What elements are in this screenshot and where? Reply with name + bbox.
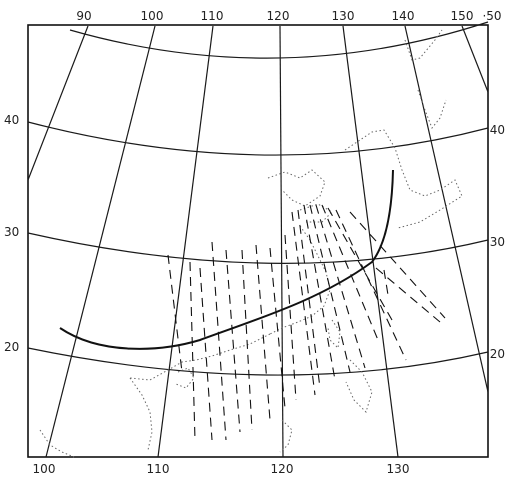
transect <box>383 269 389 296</box>
transects <box>167 204 446 441</box>
meridian-140 <box>404 25 489 393</box>
bottom-lon-label: 120 <box>271 462 294 476</box>
meridian-100 <box>45 25 156 458</box>
transect <box>225 249 241 433</box>
coast-china-south <box>129 333 271 381</box>
top-lon-label: 110 <box>201 9 224 23</box>
transect <box>199 267 213 441</box>
coast-sakhalin <box>417 89 447 129</box>
meridian-90 <box>27 25 89 181</box>
coastline <box>39 29 463 458</box>
transect <box>241 249 253 431</box>
top-lon-label: 120 <box>267 9 290 23</box>
top-lon-label: 100 <box>141 9 164 23</box>
coast-bohai <box>267 169 326 207</box>
transect <box>315 204 366 369</box>
right-lat-label: 30 <box>490 235 505 249</box>
bottom-lon-label: 100 <box>33 462 56 476</box>
latitude-line-30 <box>27 232 489 264</box>
left-lat-label: 30 <box>4 225 19 239</box>
meridian-110 <box>157 25 214 458</box>
latitude-line-20 <box>27 347 489 376</box>
top-lon-label: 140 <box>392 9 415 23</box>
meridian-150 <box>461 25 489 93</box>
transect <box>335 209 407 361</box>
left-lat-label: 20 <box>4 340 19 354</box>
right-lat-label: 40 <box>490 123 505 137</box>
transect <box>291 211 316 396</box>
coast-philippines <box>345 359 373 413</box>
transect <box>167 254 183 373</box>
top-lon-label: 90 <box>76 9 91 23</box>
top-right-label: ·50 <box>482 9 501 23</box>
map-frame <box>27 24 489 458</box>
top-lon-label: 130 <box>332 9 355 23</box>
track-line <box>59 169 394 350</box>
transect <box>309 204 351 373</box>
right-lat-label: 20 <box>490 347 505 361</box>
labels: 90 100 110 120 130 140 150 ·50 100 110 1… <box>4 9 505 476</box>
coast-shandong <box>299 203 333 223</box>
transect <box>327 207 393 321</box>
latitude-line-40 <box>27 121 489 156</box>
top-lon-label: 150 <box>451 9 474 23</box>
transect <box>349 211 446 319</box>
latitude-line-50 <box>69 21 489 59</box>
transect <box>284 234 297 401</box>
transect <box>321 204 379 341</box>
transect <box>211 241 227 441</box>
meridian-130 <box>342 25 399 458</box>
left-lat-label: 40 <box>4 113 19 127</box>
bottom-lon-label: 110 <box>147 462 170 476</box>
bottom-lon-label: 130 <box>387 462 410 476</box>
transect <box>269 247 286 409</box>
coast-north-asia <box>404 29 443 61</box>
graticule <box>27 21 489 458</box>
coast-southwest <box>39 429 75 458</box>
